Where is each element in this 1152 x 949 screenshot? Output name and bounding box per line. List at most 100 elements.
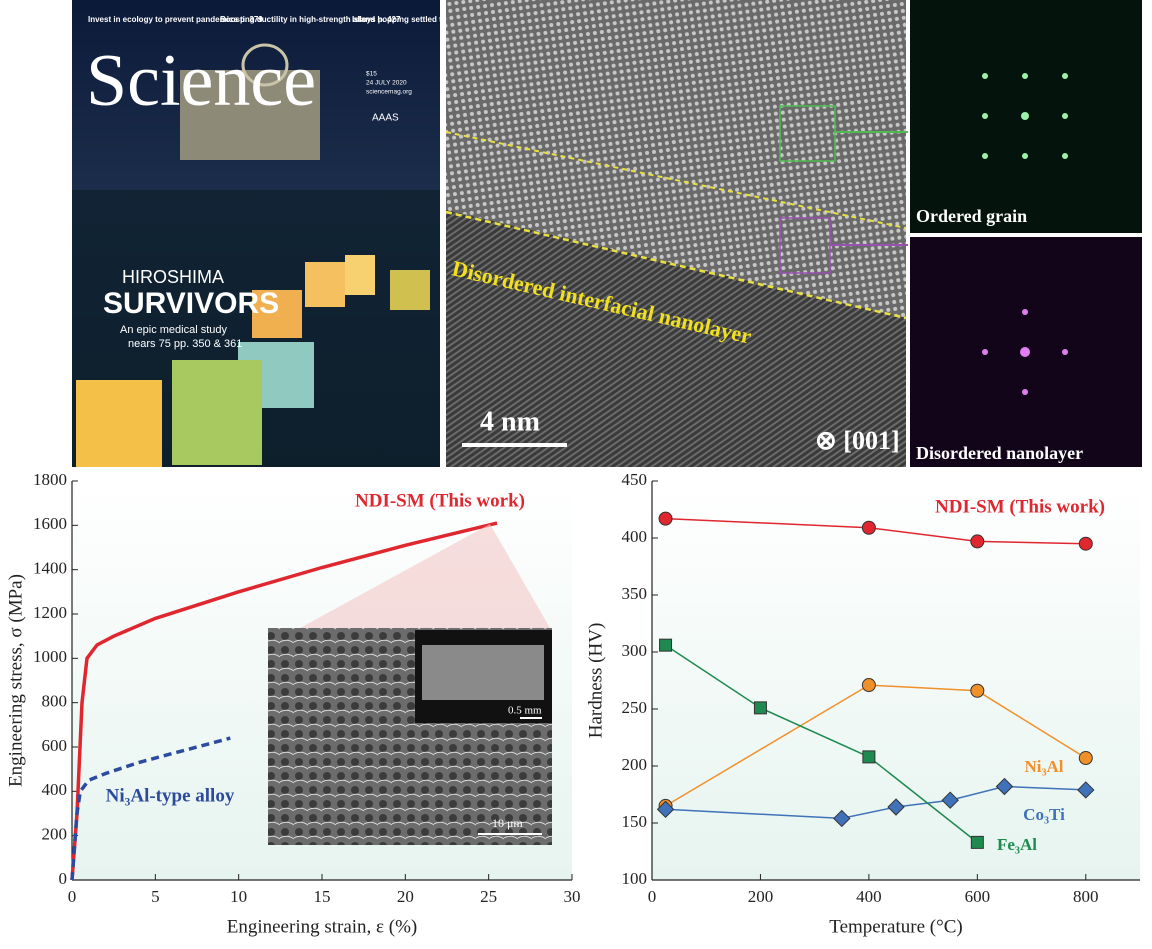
x-tick-label: 200 [748,887,774,906]
marker [941,791,959,809]
sem-sample [422,645,544,700]
marker [658,511,673,526]
tem-panel: Disordered interfacial nanolayer 4 nm ⊗ … [445,0,908,467]
cover: Invest in ecology to prevent pandemics p… [72,0,518,467]
x-tick-label: 800 [1073,887,1099,906]
y-tick-label: 1400 [33,559,67,578]
lantern [172,360,262,465]
lantern [345,255,375,295]
headline-top: HIROSHIMA [122,267,224,287]
series-label: Ni₃Al [1024,757,1063,776]
marker [656,800,675,819]
y-tick-label: 300 [622,641,648,660]
x-axis-label: Engineering strain, ε (%) [227,916,418,937]
deck: nears 75 pp. 350 & 361 [128,338,242,350]
y-axis-label: Engineering stress, σ (MPa) [5,574,26,787]
x-tick-label: 15 [314,887,331,906]
teaser: Boosting ductility in high-strength allo… [220,15,401,24]
marker [862,750,876,764]
y-tick-label: 250 [622,698,648,717]
marker [970,534,985,549]
marker [1078,536,1093,551]
x-tick-label: 20 [397,887,414,906]
series-label: Ni₃Al-type alloy [106,785,235,806]
interface-line [445,210,907,320]
marker [861,678,876,693]
x-tick-label: 5 [151,887,160,906]
dome-building [180,70,320,160]
marker [970,835,984,849]
y-tick-label: 350 [622,584,648,603]
teaser: Invest in ecology to prevent pandemics p… [88,15,263,24]
fft-label: Disordered nanolayer [916,443,1083,463]
series-label: NDI-SM (This work) [355,490,525,511]
y-tick-label: 1800 [33,470,67,489]
marker [659,638,673,652]
zone-axis: ⊗ [001] [815,426,900,455]
x-tick-label: 0 [648,887,657,906]
series-line [665,785,1086,820]
marker [753,701,767,715]
x-tick-label: 30 [564,887,581,906]
y-tick-label: 0 [59,869,68,888]
issue-line: 24 JULY 2020 [366,80,407,87]
fft-spots [982,73,1068,159]
series-label: NDI-SM (This work) [935,496,1105,517]
scale-label: 0.5 mm [508,705,542,717]
y-tick-label: 200 [622,755,648,774]
dome [241,43,289,87]
y-tick-label: 100 [622,869,648,888]
marker [887,798,905,816]
y-tick-label: 1600 [33,514,67,533]
publisher: AAAS [372,113,399,124]
series-label: Fe₃Al [997,835,1037,854]
y-tick-label: 1200 [33,603,67,622]
x-tick-label: 25 [480,887,497,906]
masthead: Science [86,40,316,122]
issue-line: $15 [366,71,377,78]
fft-spots [982,309,1068,395]
x-tick-label: 10 [230,887,247,906]
lantern [252,290,302,338]
deck: An epic medical study [120,324,227,336]
marker [1077,781,1095,799]
y-tick-label: 450 [622,470,648,489]
roi-box [779,105,836,162]
sem-inset: 0.5 mm 10 μm [268,524,552,845]
headline: SURVIVORS [103,287,279,320]
y-tick-label: 800 [42,692,68,711]
scale-label: 10 μm [492,816,523,830]
x-tick-label: 0 [68,887,77,906]
series-label: Co₃Ti [1023,805,1065,824]
marker [861,520,876,535]
lantern [390,270,430,310]
teaser: Island hopping settled the Caribbean p. … [352,15,518,24]
y-tick-label: 150 [622,812,648,831]
y-axis-label: Hardness (HV) [585,623,606,739]
inset-callout [300,524,550,628]
issue-line: sciencemag.org [366,89,412,96]
y-tick-label: 400 [622,527,648,546]
series-line [70,736,231,881]
scale-label: 4 nm [480,406,540,437]
y-tick-label: 200 [42,825,68,844]
interface-line [445,131,907,229]
marker [995,777,1014,796]
y-tick-label: 400 [42,780,68,799]
series-line [70,521,498,881]
x-tick-label: 600 [965,887,991,906]
plot-bg [652,481,1140,880]
marker [970,683,985,698]
marker [1078,751,1093,766]
x-axis-label: Temperature (°C) [829,916,962,937]
series-line [665,517,1086,545]
lantern [76,380,162,467]
y-tick-label: 1000 [33,647,67,666]
series-line [665,684,1087,807]
y-tick-label: 600 [42,736,68,755]
ordered-region [446,0,906,318]
fft-label: Ordered grain [916,206,1027,226]
